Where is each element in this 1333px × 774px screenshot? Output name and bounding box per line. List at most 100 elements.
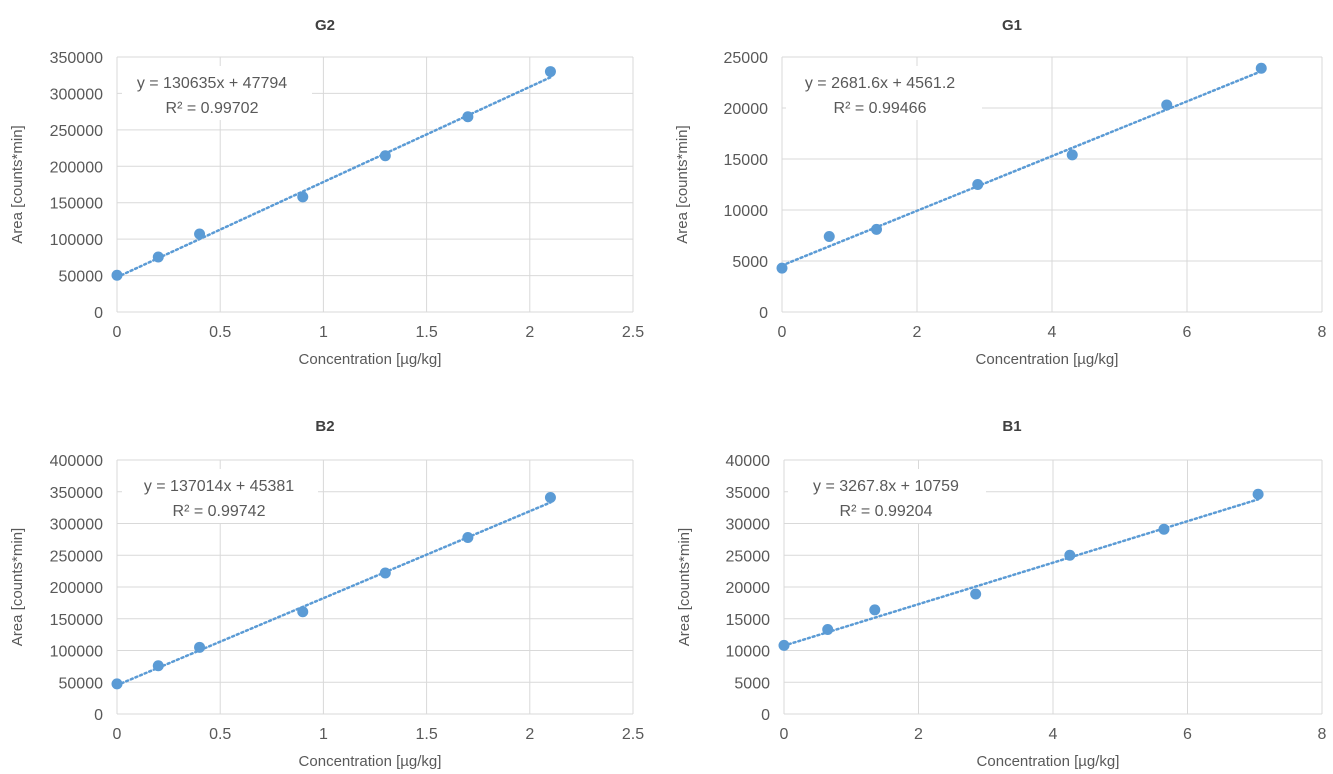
y-tick-label: 200000 [50, 159, 103, 176]
y-tick-label: 15000 [726, 612, 771, 629]
x-axis-label: Concentration [µg/kg] [299, 753, 442, 770]
r-squared-label: R² = 0.99466 [834, 100, 927, 117]
y-tick-label: 200000 [50, 580, 103, 597]
data-point [194, 641, 206, 653]
y-axis-label: Area [counts*min] [9, 125, 26, 243]
y-tick-label: 150000 [50, 612, 103, 629]
y-tick-label: 10000 [726, 644, 771, 661]
x-tick-label: 0 [113, 324, 122, 341]
x-tick-label: 1.5 [415, 324, 437, 341]
y-tick-label: 20000 [724, 101, 769, 118]
x-tick-label: 1.5 [415, 726, 437, 743]
chart-g1: 0 5000 10000 15000 20000 25000 0 2 4 6 8 G1 Concentr… [674, 17, 1327, 368]
data-point [544, 66, 556, 78]
data-point [778, 639, 790, 651]
y-axis-label: Area [counts*min] [674, 125, 691, 243]
y-tick-label: 10000 [724, 203, 769, 220]
data-point [111, 678, 123, 690]
chart-b2: 0 50000 100000 150000 200000 250000 300000 3500… [9, 418, 644, 770]
chart-title: G1 [1002, 17, 1022, 34]
data-point [970, 588, 982, 600]
data-point [379, 567, 391, 579]
y-tick-label: 35000 [726, 485, 771, 502]
trendline-equation: y = 2681.6x + 4561.2 [805, 75, 955, 92]
y-axis-label: Area [counts*min] [9, 528, 26, 646]
data-point [152, 660, 164, 672]
chart-title: B2 [315, 418, 334, 435]
x-tick-label: 0 [778, 324, 787, 341]
data-point [379, 150, 391, 162]
x-tick-label: 6 [1183, 726, 1192, 743]
y-tick-label: 350000 [50, 50, 103, 67]
data-point [822, 624, 834, 636]
y-tick-label: 25000 [724, 50, 769, 67]
y-tick-label: 300000 [50, 517, 103, 534]
y-tick-label: 50000 [59, 269, 104, 286]
trendline-equation: y = 130635x + 47794 [137, 75, 287, 92]
equation-box [122, 469, 318, 523]
trendline [782, 498, 1260, 647]
r-squared-label: R² = 0.99742 [173, 503, 266, 520]
x-axis-label: Concentration [µg/kg] [299, 351, 442, 368]
data-point [776, 262, 788, 274]
x-tick-label: 1 [319, 324, 328, 341]
data-point [1252, 488, 1264, 500]
data-point [823, 231, 835, 243]
y-tick-label: 300000 [50, 86, 103, 103]
data-point [1255, 62, 1267, 74]
x-tick-label: 2.5 [622, 726, 644, 743]
data-point [871, 223, 882, 235]
x-tick-label: 2.5 [622, 324, 644, 341]
y-tick-label: 0 [759, 305, 768, 322]
y-tick-label: 350000 [50, 485, 103, 502]
data-point [152, 251, 164, 263]
data-point [1158, 523, 1170, 535]
data-point [462, 531, 474, 543]
equation-box [788, 469, 986, 523]
x-tick-label: 0 [113, 726, 122, 743]
data-point [111, 269, 123, 281]
y-axis-label: Area [counts*min] [676, 528, 693, 646]
data-point [1161, 99, 1173, 111]
equation-box [786, 66, 982, 120]
x-axis-label: Concentration [µg/kg] [976, 351, 1119, 368]
data-point [194, 228, 206, 240]
x-tick-label: 2 [914, 726, 923, 743]
x-tick-label: 8 [1318, 324, 1327, 341]
data-point [544, 491, 556, 503]
trendline [115, 76, 552, 279]
y-tick-label: 0 [761, 707, 770, 724]
y-tick-label: 20000 [726, 580, 771, 597]
trendline-equation: y = 3267.8x + 10759 [813, 478, 959, 495]
y-tick-label: 5000 [732, 254, 768, 271]
x-axis-label: Concentration [µg/kg] [977, 753, 1120, 770]
y-tick-label: 40000 [726, 453, 771, 470]
chart-title: G2 [315, 17, 335, 34]
y-tick-label: 5000 [734, 675, 770, 692]
y-tick-label: 250000 [50, 548, 103, 565]
y-tick-label: 25000 [726, 548, 771, 565]
y-tick-label: 0 [94, 305, 103, 322]
chart-title: B1 [1002, 418, 1021, 435]
y-tick-label: 100000 [50, 232, 103, 249]
data-point [297, 606, 309, 618]
data-point [1064, 549, 1076, 561]
x-tick-label: 0.5 [209, 726, 231, 743]
y-tick-label: 150000 [50, 196, 103, 213]
x-tick-label: 0.5 [209, 324, 231, 341]
data-point [1066, 149, 1078, 161]
chart-b1: 0 5000 10000 15000 20000 25000 30000 35000 40000… [676, 418, 1327, 770]
data-point [297, 191, 309, 203]
x-tick-label: 8 [1318, 726, 1327, 743]
x-tick-label: 2 [525, 726, 534, 743]
data-point [972, 179, 984, 190]
y-tick-label: 250000 [50, 123, 103, 140]
y-tick-label: 0 [94, 707, 103, 724]
data-point [462, 111, 474, 123]
y-tick-label: 15000 [724, 152, 769, 169]
trendline [780, 70, 1263, 267]
x-tick-label: 2 [913, 324, 922, 341]
chart-g2: 0 50000 100000 150000 200000 250000 300000 3500… [9, 17, 644, 368]
x-tick-label: 6 [1183, 324, 1192, 341]
